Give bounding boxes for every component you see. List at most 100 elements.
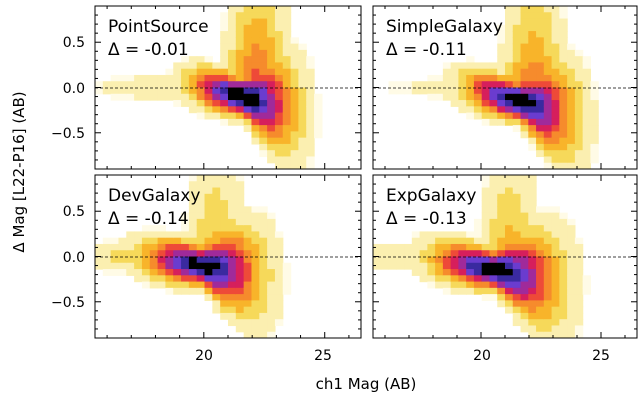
heatmap-cell: [512, 300, 522, 308]
heatmap-cell: [173, 269, 182, 276]
heatmap-cell: [243, 294, 253, 301]
heatmap-cell: [212, 306, 221, 314]
heatmap-cell: [157, 250, 167, 258]
heatmap-cell: [165, 262, 174, 270]
heatmap-cell: [235, 43, 245, 51]
heatmap-cell: [536, 243, 545, 251]
heatmap-cell: [235, 12, 245, 20]
heatmap-cell: [528, 125, 537, 132]
heatmap-cell: [220, 218, 229, 226]
heatmap-cell: [559, 143, 568, 151]
heatmap-cell: [536, 137, 545, 145]
heatmap-cell: [404, 87, 413, 95]
heatmap-cell: [251, 62, 260, 70]
heatmap-cell: [567, 312, 576, 320]
heatmap-cell: [251, 218, 260, 226]
heatmap-cell: [567, 118, 576, 126]
heatmap-cell: [512, 112, 522, 120]
heatmap-cell: [466, 262, 475, 270]
heatmap-cell: [282, 162, 292, 169]
heatmap-cell: [102, 256, 112, 264]
heatmap-cell: [528, 237, 537, 245]
heatmap-cell: [243, 100, 253, 107]
heatmap-cell: [306, 131, 315, 139]
heatmap-cell: [235, 81, 245, 89]
heatmap-cell: [497, 24, 506, 32]
heatmap-cell: [243, 56, 253, 64]
heatmap-cell: [528, 250, 537, 258]
heatmap-cell: [267, 137, 276, 145]
heatmap-cell: [259, 150, 268, 158]
heatmap-cell: [149, 275, 159, 283]
heatmap-cell: [267, 62, 276, 70]
heatmap-cell: [536, 68, 545, 76]
heatmap-cell: [220, 225, 229, 233]
heatmap-cell: [512, 269, 522, 276]
heatmap-cell: [251, 206, 260, 214]
heatmap-cell: [173, 100, 182, 107]
heatmap-cell: [298, 49, 307, 57]
heatmap-cell: [450, 237, 460, 245]
heatmap-cell: [157, 87, 167, 95]
heatmap-cell: [574, 281, 584, 289]
heatmap-cell: [259, 93, 268, 101]
heatmap-cell: [134, 93, 143, 101]
heatmap-cell: [481, 93, 491, 101]
heatmap-cell: [220, 175, 229, 182]
heatmap-cell: [196, 287, 206, 295]
ytick-label: 0.5: [63, 35, 85, 51]
heatmap-cell: [458, 275, 467, 283]
heatmap-cell: [512, 56, 522, 64]
heatmap-cell: [220, 212, 229, 220]
heatmap-cell: [458, 93, 467, 101]
heatmap-cell: [388, 87, 397, 95]
heatmap-cell: [528, 68, 537, 76]
heatmap-cell: [267, 325, 276, 333]
heatmap-cell: [473, 74, 483, 82]
heatmap-cell: [528, 218, 537, 226]
heatmap-cell: [520, 131, 529, 139]
heatmap-cell: [473, 269, 483, 276]
heatmap-cell: [188, 187, 198, 195]
heatmap-cell: [274, 256, 284, 264]
heatmap-cell: [536, 118, 545, 126]
heatmap-cell: [458, 68, 467, 76]
heatmap-cell: [450, 256, 460, 264]
heatmap-cell: [220, 237, 229, 245]
heatmap-cell: [228, 49, 237, 57]
heatmap-cell: [559, 156, 568, 164]
heatmap-cell: [497, 68, 506, 76]
heatmap-cell: [274, 62, 284, 70]
heatmap-cell: [528, 212, 537, 220]
heatmap-cell: [251, 319, 260, 327]
panel-annotation: Δ = -0.13: [386, 209, 467, 229]
heatmap-cell: [489, 281, 498, 289]
heatmap-cell: [235, 18, 245, 26]
heatmap-cell: [259, 287, 268, 295]
heatmap-cell: [551, 131, 560, 139]
heatmap-cell: [543, 6, 553, 13]
heatmap-cell: [314, 106, 323, 114]
heatmap-cell: [212, 287, 221, 295]
heatmap-cell: [306, 62, 315, 70]
heatmap-cell: [181, 74, 190, 82]
heatmap-cell: [204, 231, 213, 239]
heatmap-cell: [235, 300, 245, 308]
heatmap-cell: [505, 212, 514, 220]
heatmap-cell: [574, 87, 584, 95]
heatmap-cell: [149, 93, 159, 101]
heatmap-cell: [259, 100, 268, 107]
heatmap-cell: [551, 24, 560, 32]
heatmap-cell: [228, 237, 237, 245]
heatmap-cell: [497, 93, 506, 101]
heatmap-cell: [481, 81, 491, 89]
heatmap-cell: [282, 287, 292, 295]
heatmap-cell: [419, 231, 428, 239]
heatmap-cell: [267, 250, 276, 258]
heatmap-cell: [141, 262, 151, 270]
heatmap-cell: [196, 87, 206, 95]
heatmap-cell: [204, 93, 213, 101]
heatmap-cell: [528, 287, 537, 295]
heatmap-cell: [512, 256, 522, 264]
heatmap-cell: [259, 331, 268, 338]
